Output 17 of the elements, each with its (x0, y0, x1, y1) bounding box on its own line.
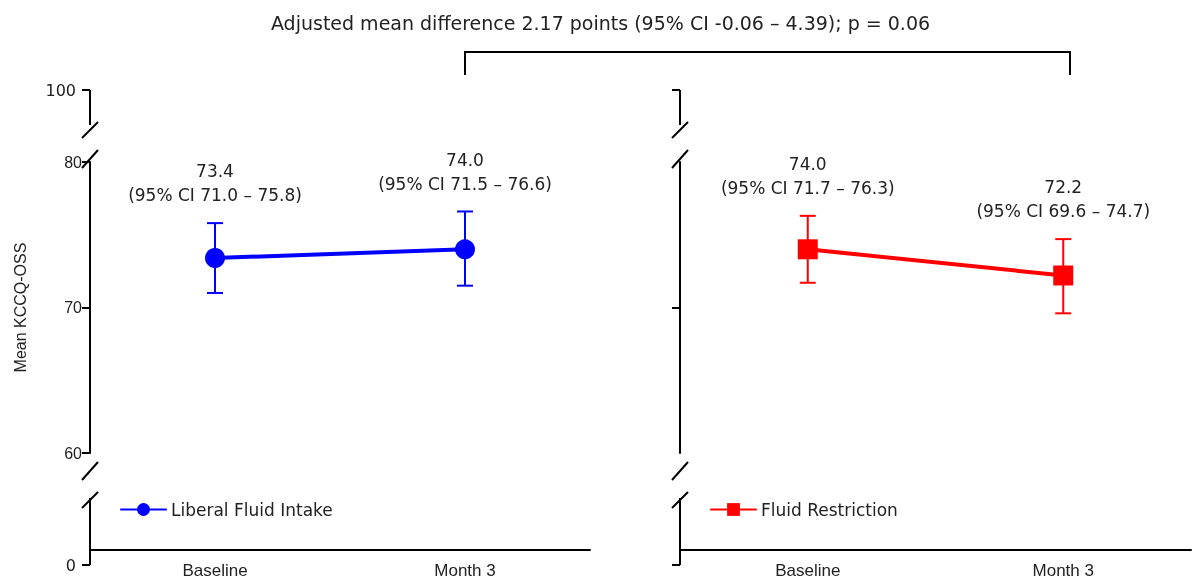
data-label: 73.4 (95% CI 71.0 – 75.8) (128, 161, 302, 206)
data-label: 72.2 (95% CI 69.6 – 74.7) (976, 177, 1151, 222)
x-tick-label: Month 3 (1032, 561, 1094, 579)
y-tick-label: 60 (64, 444, 83, 462)
y-tick-label: 80 (64, 153, 83, 171)
y-axis-title: Mean KCCQ-OSS (11, 242, 29, 373)
data-label: 74.0 (95% CI 71.5 – 76.6) (378, 149, 552, 194)
legend-label: Fluid Restriction (761, 499, 898, 520)
text: 100 (45, 81, 76, 100)
data-label: 74.0 (95% CI 71.7 – 76.3) (720, 154, 895, 199)
x-tick-label: Baseline (182, 561, 248, 579)
text: 0 (65, 556, 76, 575)
chart-title: Adjusted mean difference 2.17 points (95% CI -0.06 – 4.39); p = 0.06 (269, 12, 932, 34)
x-tick-label: Month 3 (434, 561, 496, 579)
x-tick-label: Baseline (775, 561, 841, 579)
legend-label: Liberal Fluid Intake (171, 499, 333, 520)
y-tick-label: 70 (64, 299, 83, 316)
